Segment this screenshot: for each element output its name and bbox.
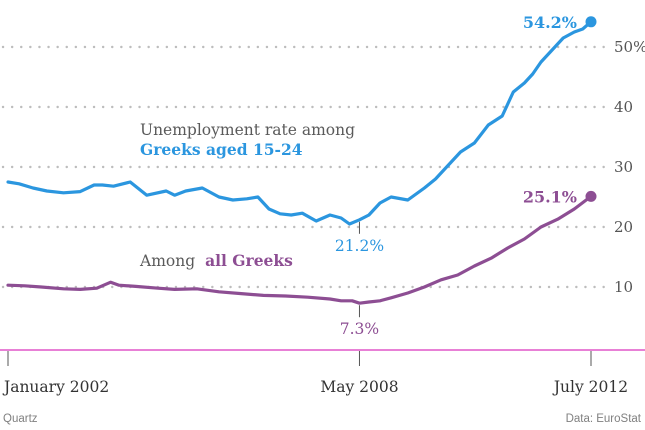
source-credit: Quartz bbox=[3, 413, 38, 425]
y-tick-label-40: 40 bbox=[614, 98, 633, 116]
all-series-label-emphasis: all Greeks bbox=[205, 251, 293, 270]
all-series-label-prefix: Among bbox=[139, 252, 195, 270]
all-series-label: Among all Greeks bbox=[139, 251, 293, 270]
end-dot-0 bbox=[585, 16, 597, 28]
min-value-label-0: 21.2% bbox=[335, 237, 384, 255]
end-value-label-0: 54.2% bbox=[523, 13, 577, 32]
youth-series-label-prefix: Unemployment rate among bbox=[140, 121, 355, 139]
x-tick-label-0: January 2002 bbox=[2, 378, 109, 396]
x-tick-label-2: July 2012 bbox=[552, 378, 628, 396]
series-lines bbox=[6, 20, 593, 305]
data-labels: 21.2% 54.2% 7.3% 25.1% bbox=[335, 13, 597, 338]
end-dot-1 bbox=[585, 190, 597, 202]
youth-series-label: Unemployment rate among Greeks aged 15-2… bbox=[140, 121, 360, 159]
y-tick-label-50: 50% bbox=[614, 38, 645, 56]
youth-series-label-emphasis: Greeks aged 15-24 bbox=[140, 140, 303, 159]
y-tick-label-30: 30 bbox=[614, 158, 633, 176]
series-line-1 bbox=[6, 194, 593, 305]
x-axis: January 2002 May 2008 July 2012 bbox=[0, 349, 645, 396]
min-value-label-1: 7.3% bbox=[340, 320, 379, 338]
end-value-label-1: 25.1% bbox=[523, 187, 577, 206]
y-tick-label-20: 20 bbox=[614, 218, 633, 236]
data-source: Data: EuroStat bbox=[566, 413, 642, 425]
y-tick-label-10: 10 bbox=[614, 278, 633, 296]
x-tick-label-1: May 2008 bbox=[320, 378, 398, 396]
gridlines: 10 20 30 40 50% bbox=[1, 38, 645, 296]
series-line-0 bbox=[6, 20, 593, 226]
